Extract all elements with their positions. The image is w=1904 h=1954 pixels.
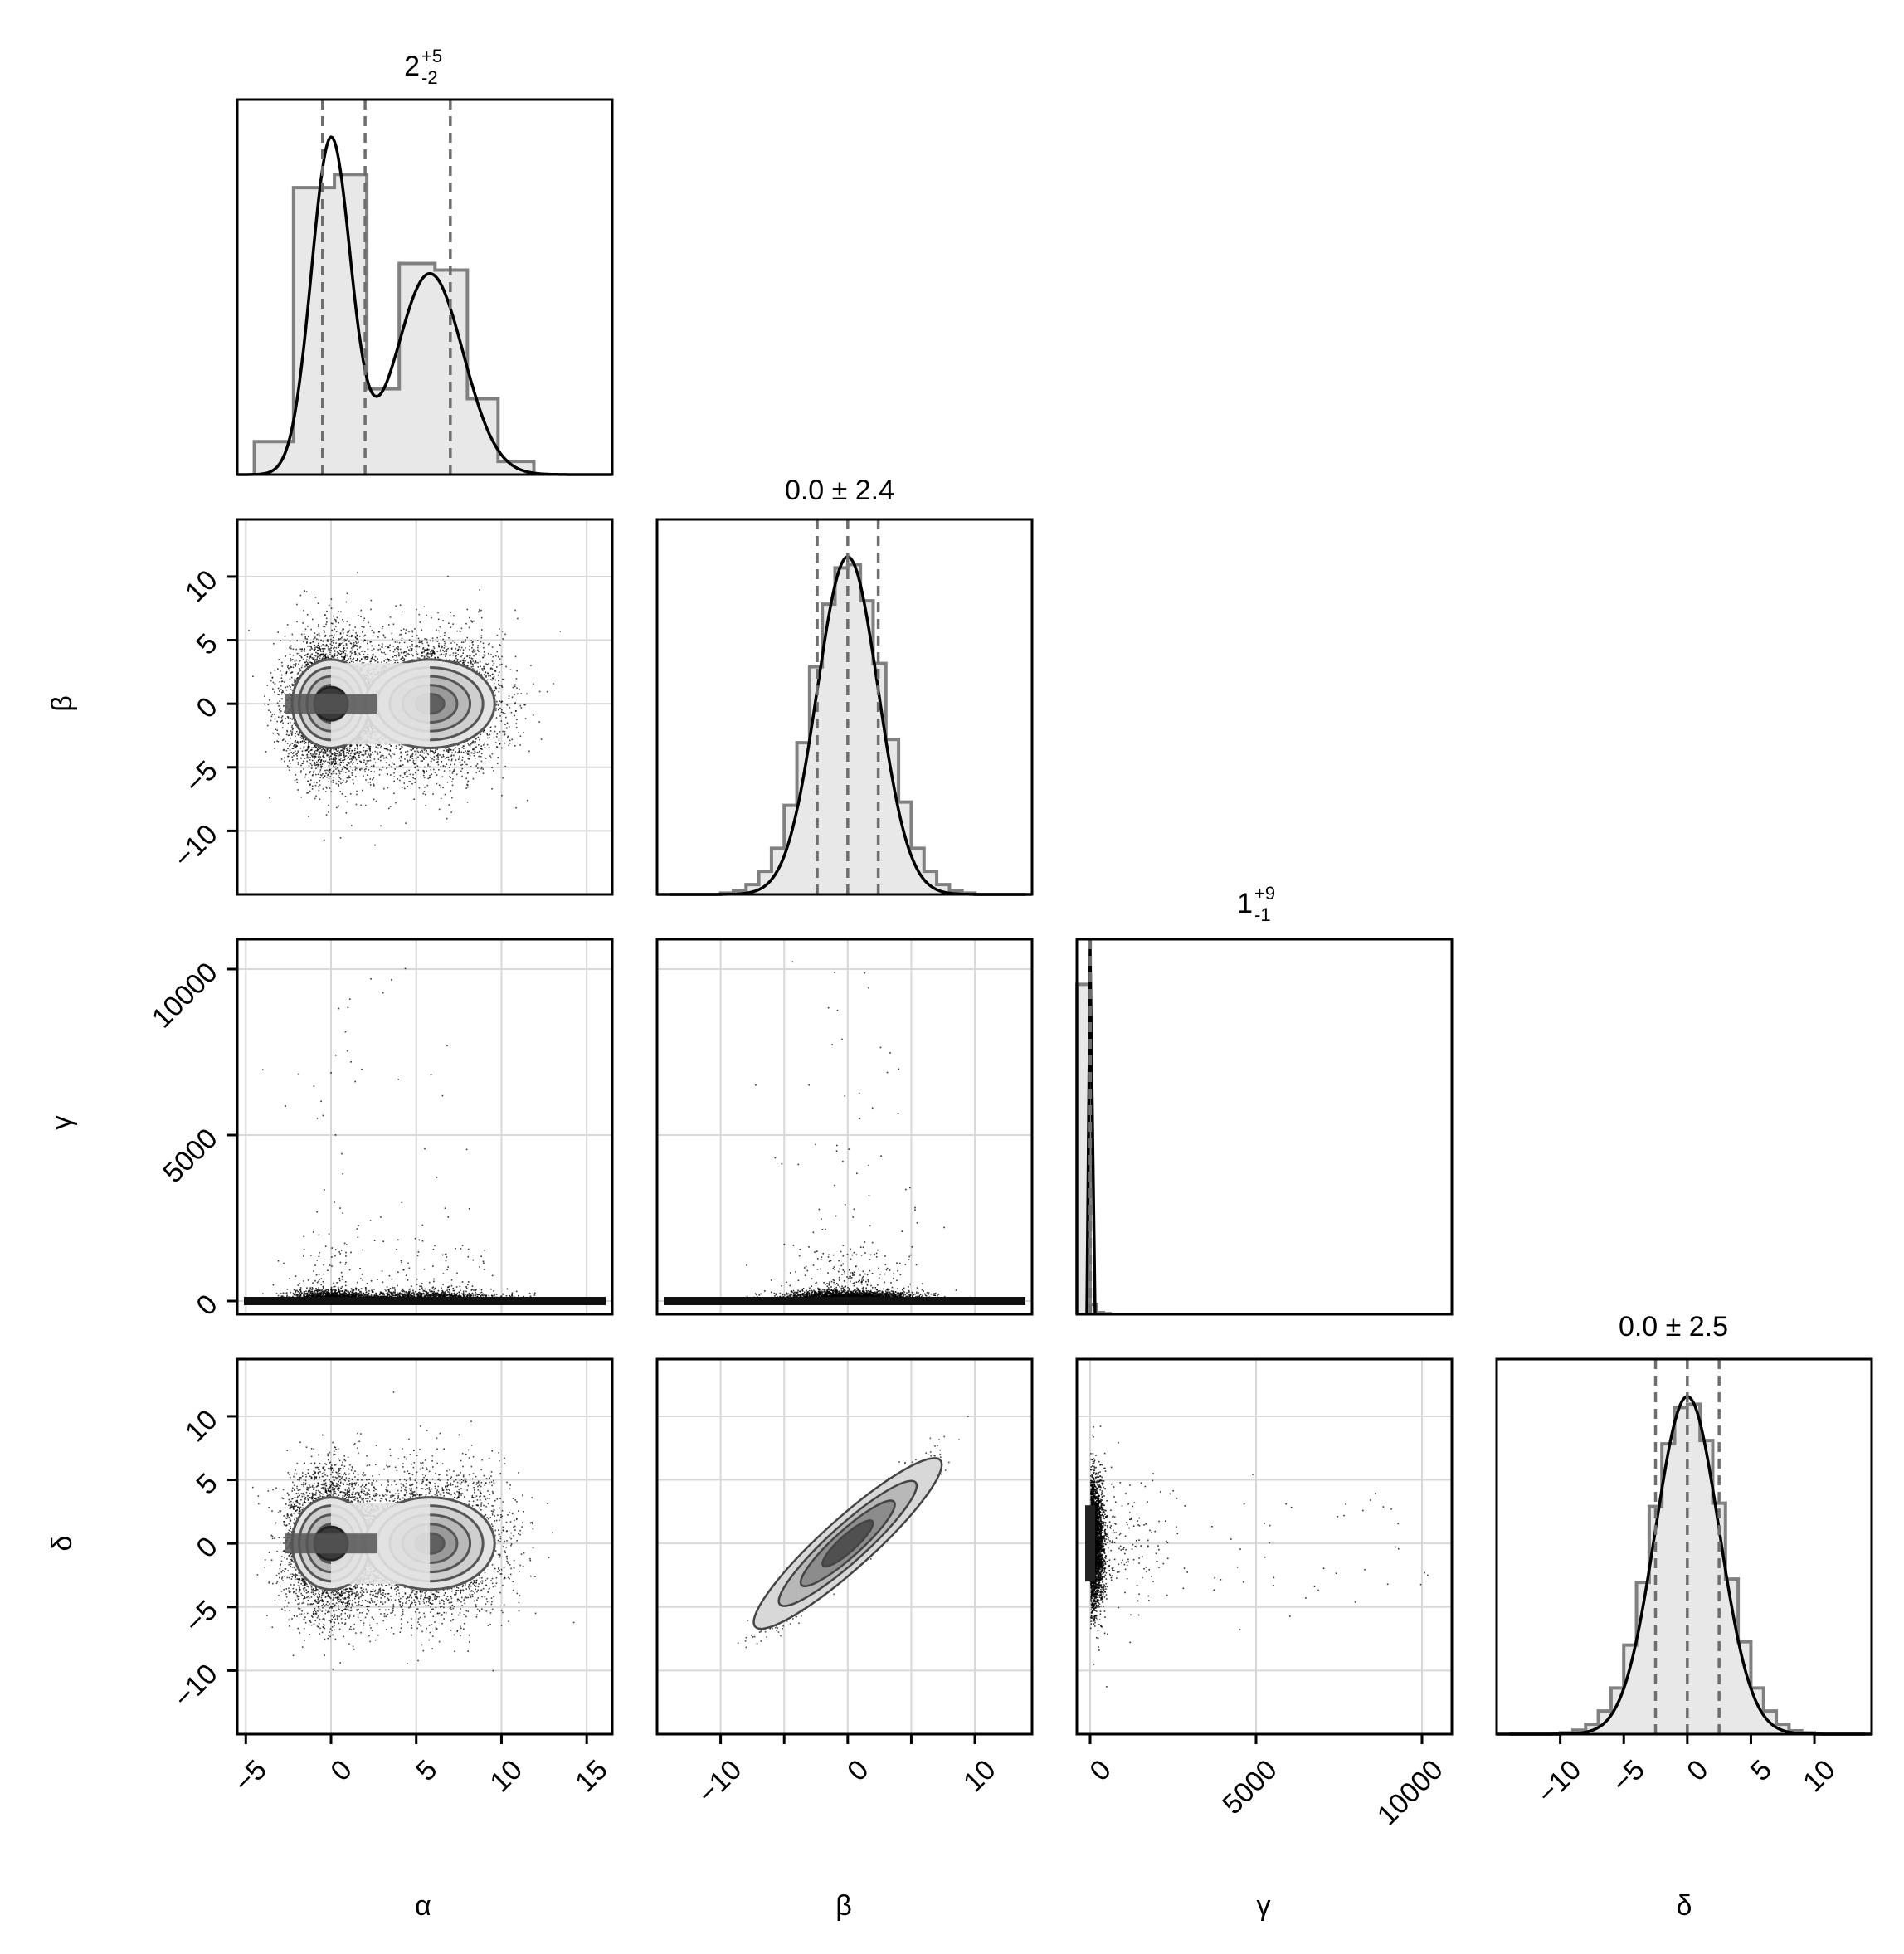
- y-tick-label-β: 10: [179, 564, 224, 609]
- title-alpha-sup: +5: [421, 46, 442, 66]
- y-tick-label-β: 5: [190, 627, 223, 660]
- fill-layer: [254, 174, 1866, 1734]
- x-tick-label-β: 10: [957, 1754, 1002, 1799]
- histogram-β: [670, 563, 1026, 896]
- density-band-β: [664, 1297, 1025, 1305]
- y-tick-label-β: −5: [178, 755, 223, 800]
- y-tick-label-β: 0: [190, 691, 223, 724]
- x-tick-label-α: 5: [410, 1754, 443, 1787]
- x-tick-label-α: 15: [569, 1754, 614, 1799]
- panel-frame: [1075, 1357, 1454, 1736]
- panel-frame: [236, 938, 614, 1316]
- x-tick-label-γ: 0: [1083, 1754, 1117, 1787]
- histogram-fill-δ: [1509, 1404, 1866, 1734]
- y-tick-label-γ: 10000: [146, 957, 224, 1035]
- panel-frame: [236, 98, 614, 476]
- histogram-fill-β: [670, 564, 1026, 894]
- ylabel-gamma: γ: [46, 1116, 78, 1130]
- title-gamma-sub: -1: [1254, 904, 1271, 925]
- title-delta: 0.0 ± 2.5: [1619, 1311, 1728, 1342]
- title-beta: 0.0 ± 2.4: [785, 475, 894, 506]
- title-alpha-sub: -2: [421, 67, 438, 88]
- grid-layer: [237, 519, 1452, 1734]
- histogram-fill-γ: [1077, 984, 1110, 1314]
- y-tick-label-δ: −10: [168, 1658, 224, 1714]
- panel-frame: [1075, 938, 1454, 1316]
- ylabel-delta: δ: [46, 1536, 78, 1552]
- y-tick-label-β: −10: [168, 818, 224, 875]
- x-tick-label-δ: 0: [1681, 1754, 1714, 1787]
- y-tick-label-δ: 10: [179, 1404, 224, 1449]
- x-tick-label-α: 10: [484, 1754, 528, 1799]
- contour-core-band: [285, 694, 377, 714]
- density-band-gamma: [1085, 1505, 1095, 1582]
- x-tick-label-δ: −10: [1531, 1754, 1588, 1810]
- y-tick-label-γ: 5000: [157, 1123, 223, 1189]
- xlabel-delta: δ: [1677, 1890, 1692, 1922]
- x-tick-label-α: 0: [324, 1754, 358, 1787]
- x-tick-label-β: 0: [841, 1754, 874, 1787]
- ylabel-beta: β: [46, 695, 78, 712]
- x-tick-label-δ: −5: [1606, 1754, 1651, 1799]
- x-tick-label-δ: 5: [1745, 1754, 1778, 1787]
- panel-frame: [1495, 1357, 1873, 1736]
- histogram-fill-α: [254, 174, 534, 475]
- title-alpha: 2: [404, 51, 420, 82]
- frame-layer: [227, 98, 1873, 1744]
- y-tick-label-γ: 0: [190, 1289, 223, 1322]
- y-tick-label-δ: 5: [190, 1467, 223, 1500]
- panel-frame: [655, 938, 1034, 1316]
- mark-layer: [237, 100, 1872, 1736]
- x-tick-label-γ: 10000: [1371, 1754, 1449, 1832]
- density-band-α: [244, 1297, 606, 1305]
- y-tick-label-δ: −5: [178, 1595, 223, 1640]
- contour-core-band: [285, 1533, 377, 1554]
- panel-frame: [655, 518, 1034, 896]
- y-tick-label-δ: 0: [190, 1531, 223, 1564]
- panel-frame: [236, 518, 614, 896]
- label-layer: −5 0 5 10 15 −10 0 10 0 5000 10000 −10 −5 0 5 10−10−505…: [146, 564, 1842, 1832]
- x-tick-label-γ: 5000: [1216, 1754, 1283, 1820]
- histogram-α: [252, 173, 536, 475]
- x-tick-label-δ: 10: [1797, 1754, 1842, 1799]
- x-tick-label-β: −10: [692, 1754, 748, 1810]
- xlabel-gamma: γ: [1257, 1890, 1271, 1922]
- xlabel-beta: β: [835, 1890, 852, 1922]
- panel-frame: [236, 1357, 614, 1736]
- contour-beta-delta-3: [821, 1519, 874, 1568]
- histogram-δ: [1509, 1402, 1866, 1736]
- title-gamma: 1: [1237, 888, 1253, 919]
- panel-frame: [655, 1357, 1034, 1736]
- xlabel-alpha: α: [415, 1890, 431, 1922]
- x-tick-label-α: −5: [228, 1754, 273, 1799]
- title-gamma-sup: +9: [1254, 883, 1275, 904]
